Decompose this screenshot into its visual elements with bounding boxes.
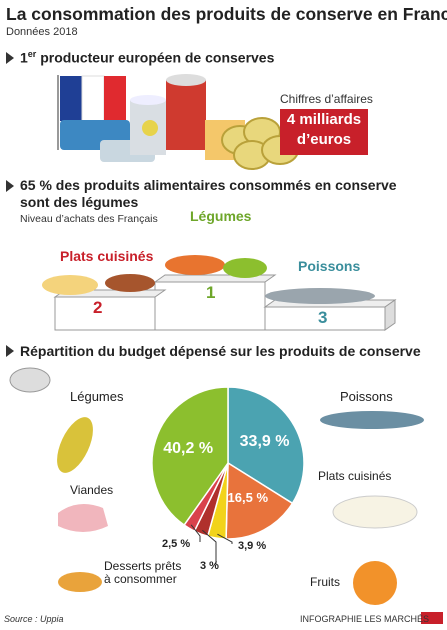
category-label: Desserts prêts à consommer <box>104 559 182 586</box>
pie-illustrations <box>9 367 424 605</box>
revenue-unit: d’euros <box>296 131 352 148</box>
value-label: 3 % <box>200 560 219 572</box>
podium-rank: 1 <box>206 283 216 302</box>
title: La consommation des produits de conserve… <box>6 4 447 24</box>
value-label: 3,9 % <box>238 540 267 552</box>
value-label: 33,9 % <box>239 432 290 450</box>
revenue-value: 4 milliards <box>286 111 362 128</box>
leader-line <box>217 533 233 544</box>
section-heading: Répartition du budget dépensé sur les pr… <box>20 343 421 359</box>
heading-text: producteur européen de conserves <box>36 49 275 66</box>
category-label: Plats cuisinés <box>318 469 392 483</box>
value-label: 16,5 % <box>227 489 269 505</box>
leader-line <box>190 524 201 542</box>
revenue-box <box>280 109 368 155</box>
podium-label: Légumes <box>190 208 252 224</box>
credit: INFOGRAPHIE LES MARCHÉS <box>300 614 430 624</box>
category-label: Viandes <box>70 483 114 497</box>
coins <box>221 117 299 170</box>
bullet <box>6 345 14 357</box>
bullet <box>6 52 14 64</box>
note: Niveau d’achats des Français <box>20 213 158 225</box>
podium <box>53 274 397 331</box>
heading-number: 1 <box>20 49 28 66</box>
category-label: Poissons <box>340 389 393 404</box>
podium-rank: 3 <box>318 308 328 327</box>
category-label: Fruits <box>310 575 340 589</box>
category-label: Légumes <box>70 389 124 404</box>
heading-sup: er <box>27 49 37 59</box>
value-label: 2,5 % <box>162 538 191 550</box>
section-heading: 1er producteur européen de conserves <box>20 49 274 66</box>
pie-chart <box>151 386 305 564</box>
podium-label: Plats cuisinés <box>60 248 154 264</box>
bullet <box>6 180 14 192</box>
flag <box>57 75 126 150</box>
logo <box>421 612 443 624</box>
podium-food <box>42 255 375 304</box>
source: Source : Uppia <box>4 614 64 624</box>
subtitle: Données 2018 <box>6 26 78 38</box>
value-label: 40,2 % <box>163 440 214 458</box>
leader-line <box>202 529 217 564</box>
pie-slice <box>151 386 229 527</box>
podium-rank: 2 <box>93 298 103 317</box>
section-heading: 65 % des produits alimentaires consommés… <box>20 177 397 210</box>
podium-label: Poissons <box>298 258 361 274</box>
pie-slice <box>225 461 294 540</box>
revenue-caption: Chiffres d’affaires <box>280 92 373 106</box>
